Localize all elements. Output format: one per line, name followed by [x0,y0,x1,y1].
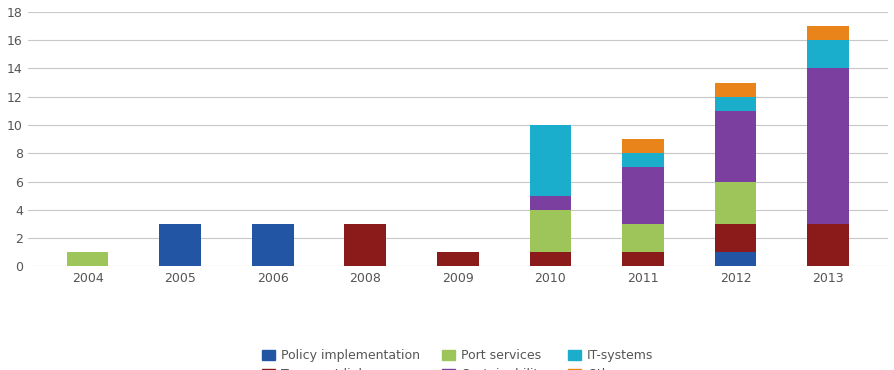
Bar [714,97,755,111]
Bar [806,40,848,68]
Bar [714,111,755,182]
Bar [714,83,755,97]
Bar [621,252,663,266]
Bar [251,224,293,266]
Bar [621,139,663,153]
Bar [529,252,570,266]
Bar [621,168,663,224]
Bar [806,224,848,266]
Bar [344,224,385,266]
Bar [714,224,755,252]
Bar [159,224,201,266]
Bar [806,26,848,40]
Bar [806,68,848,224]
Bar [529,196,570,210]
Bar [529,210,570,252]
Bar [621,224,663,252]
Bar [621,153,663,168]
Bar [529,125,570,196]
Bar [714,182,755,224]
Bar [436,252,478,266]
Legend: Policy implementation, Transport link, Port services, Sustainability, IT-systems: Policy implementation, Transport link, P… [257,344,658,370]
Bar [714,252,755,266]
Bar [67,252,108,266]
